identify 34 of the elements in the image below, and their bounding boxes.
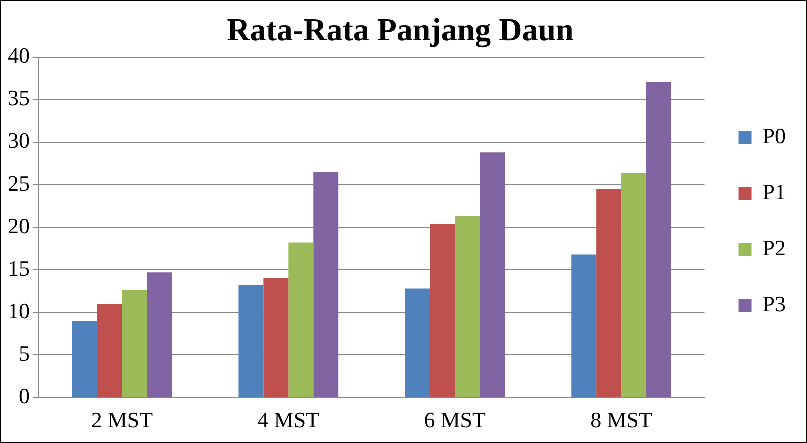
y-tick-label: 40 xyxy=(8,43,30,68)
bar xyxy=(430,224,456,398)
bar xyxy=(122,290,148,398)
y-tick-label: 10 xyxy=(8,298,30,324)
x-tick-label: 8 MST xyxy=(590,408,653,433)
bar xyxy=(147,272,172,398)
bar xyxy=(622,173,647,398)
bar xyxy=(455,216,480,398)
bar xyxy=(572,254,597,398)
y-tick-label: 25 xyxy=(8,170,30,196)
y-tick-label: 35 xyxy=(8,86,30,111)
chart-title: Rata-Rata Panjang Daun xyxy=(227,11,574,48)
bar xyxy=(405,288,430,398)
bar xyxy=(72,321,98,398)
x-tick-label: 2 MST xyxy=(91,408,154,433)
y-tick-label: 30 xyxy=(8,128,30,154)
x-tick-label: 4 MST xyxy=(258,408,320,433)
y-tick-label: 15 xyxy=(8,256,30,281)
y-tick-label: 5 xyxy=(19,340,30,366)
bar xyxy=(238,285,264,398)
y-tick-label: 0 xyxy=(19,383,30,408)
bar xyxy=(646,82,672,398)
bar xyxy=(596,189,622,398)
x-tick-label: 6 MST xyxy=(424,408,487,433)
legend-label: P3 xyxy=(762,291,786,316)
bar xyxy=(288,242,314,398)
y-tick-label: 20 xyxy=(8,213,30,238)
bar xyxy=(480,152,506,398)
legend-label: P0 xyxy=(762,123,786,148)
bar xyxy=(97,304,122,398)
legend-label: P2 xyxy=(762,235,786,260)
legend-label: P1 xyxy=(762,179,786,204)
bar xyxy=(264,278,289,398)
bar xyxy=(314,172,339,398)
